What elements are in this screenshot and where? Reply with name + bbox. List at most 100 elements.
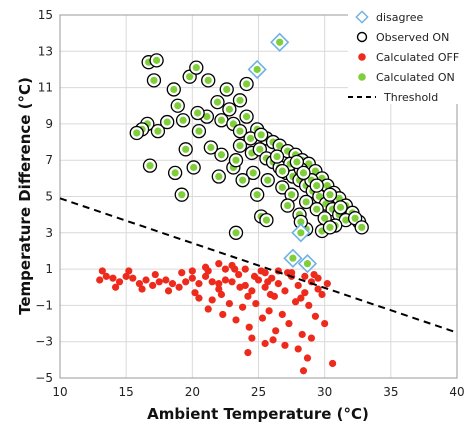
calculated-on-point: [236, 142, 244, 150]
x-tick-label: 40: [449, 385, 464, 399]
x-axis-label: Ambient Temperature (°C): [147, 405, 369, 423]
calculated-on-point: [276, 38, 284, 46]
x-tick-label: 35: [383, 385, 398, 399]
calculated-off-point: [305, 301, 313, 309]
calculated-on-point: [336, 203, 345, 211]
calculated-on-point: [146, 162, 154, 170]
calculated-on-point: [223, 85, 231, 94]
calculated-off-point: [264, 278, 272, 286]
calculated-off-point: [162, 276, 170, 284]
calculated-off-point: [294, 345, 302, 353]
calculated-on-point: [351, 214, 359, 222]
calculated-on-point: [229, 120, 237, 128]
calculated-off-point: [278, 310, 286, 319]
calculated-off-point: [201, 263, 210, 271]
calculated-off-point: [301, 272, 309, 280]
calculated-on-point: [284, 201, 292, 210]
calculated-on-point: [315, 192, 323, 201]
calculated-off-point: [195, 280, 203, 288]
series-calculated_off: [96, 260, 337, 375]
calculated-off-point: [285, 319, 293, 328]
calculated-off-point: [109, 274, 117, 282]
calculated-off-point: [182, 278, 190, 286]
calculated-on-point: [313, 182, 321, 190]
calculated-on-point: [297, 229, 305, 237]
calculated-on-point: [256, 145, 264, 153]
calculated-off-point: [299, 367, 308, 375]
calculated-on-point: [213, 98, 222, 106]
calculated-off-point: [265, 307, 273, 315]
x-tick-label: 20: [185, 385, 200, 399]
calculated-off-point: [195, 294, 203, 302]
x-tick-label: 15: [119, 385, 134, 399]
x-axis-ticks: 10 15 20 25 30 35 40: [52, 385, 464, 399]
calculated-on-point: [190, 163, 198, 172]
calculated-on-point: [246, 134, 255, 143]
calculated-off-point: [241, 265, 249, 273]
calculated-off-point: [228, 278, 236, 286]
calculated-on-point: [179, 116, 187, 124]
calculated-on-point: [195, 127, 203, 135]
calculated-off-point: [102, 272, 110, 280]
calculated-off-point: [149, 281, 157, 290]
calculated-off-point: [261, 283, 269, 291]
calculated-off-point: [244, 292, 252, 300]
calculated-on-point: [194, 109, 202, 117]
calculated-on-point: [335, 194, 343, 202]
calculated-on-point: [192, 64, 200, 72]
calculated-off-point: [221, 265, 230, 273]
calculated-on-point: [163, 118, 171, 126]
legend-background: [348, 4, 466, 104]
y-tick-label: 11: [38, 81, 53, 95]
calculated-off-point: [215, 260, 223, 268]
calculated-off-point: [201, 272, 210, 280]
calculated-on-point: [257, 131, 265, 139]
calculated-on-point: [170, 85, 178, 94]
legend-label: Calculated ON: [376, 71, 455, 84]
calculated-off-point: [188, 274, 196, 282]
calculated-off-point: [122, 272, 130, 280]
calculated-off-point: [215, 285, 223, 293]
calculated-off-point: [281, 287, 289, 295]
calculated-on-point: [253, 191, 261, 199]
calculated-on-point: [302, 198, 310, 206]
calculated-on-point: [293, 158, 301, 166]
calculated-off-point: [111, 283, 120, 291]
calculated-off-point: [272, 327, 280, 335]
y-tick-label: 9: [45, 117, 53, 131]
calculated-on-point: [278, 167, 286, 175]
calculated-off-point: [274, 280, 282, 288]
calculated-off-point: [178, 269, 186, 277]
calculated-off-legend-icon: [358, 53, 366, 61]
legend-item-observed_on: Observed ON: [356, 31, 449, 44]
calculated-off-point: [281, 341, 289, 349]
legend-label: Threshold: [383, 91, 438, 104]
calculated-on-point: [207, 143, 215, 152]
calculated-on-point: [297, 218, 305, 226]
y-tick-label: 13: [38, 44, 53, 58]
calculated-off-point: [155, 278, 163, 286]
calculated-off-point: [96, 276, 104, 284]
calculated-off-point: [219, 310, 227, 319]
plot-frame: [59, 14, 458, 379]
calculated-off-point: [215, 280, 223, 288]
calculated-off-point: [261, 269, 269, 277]
calculated-off-point: [291, 298, 300, 306]
calculated-on-point: [299, 169, 308, 177]
calculated-off-point: [208, 296, 216, 304]
calculated-on-point: [232, 229, 240, 237]
calculated-off-point: [175, 283, 183, 291]
calculated-off-point: [314, 274, 322, 282]
calculated-off-point: [245, 323, 253, 331]
calculated-off-point: [294, 281, 302, 290]
calculated-off-point: [129, 274, 137, 282]
y-tick-label: −5: [35, 371, 53, 385]
calculated-off-point: [98, 267, 106, 275]
y-tick-label: 5: [45, 190, 53, 204]
calculated-off-point: [323, 280, 331, 288]
calculated-on-point: [358, 223, 366, 231]
legend: disagree Observed ON Calculated OFF Calcula…: [348, 4, 466, 104]
calculated-off-point: [307, 334, 316, 342]
calculated-on-point: [215, 172, 223, 181]
